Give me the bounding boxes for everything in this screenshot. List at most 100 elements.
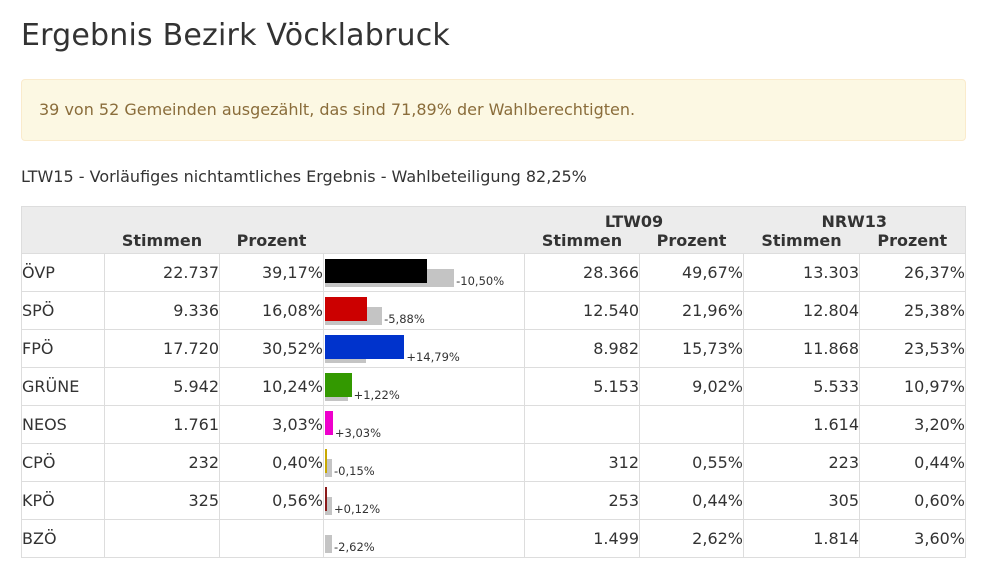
header-stimmen: Stimmen [104,231,220,254]
percent-cell: 30,52% [219,329,324,368]
ltw09-percent-cell: 21,96% [639,291,744,330]
party-name: BZÖ [21,519,105,558]
change-label: -2,62% [334,540,375,554]
nrw13-votes-cell: 11.868 [743,329,860,368]
counting-status-alert: 39 von 52 Gemeinden ausgezählt, das sind… [21,79,966,141]
change-label: +0,12% [334,502,381,516]
ltw09-votes-cell: 312 [524,443,640,482]
table-row: ÖVP 22.737 39,17% -10,50% 28.366 49,67% 13.303… [21,253,966,292]
table-body: ÖVP 22.737 39,17% -10,50% 28.366 49,67% 13.303… [21,253,966,558]
header-party [21,231,105,254]
header-prozent: Prozent [219,231,324,254]
bar-chart-cell: -10,50% [323,253,525,292]
bar-chart-cell: +1,22% [323,367,525,406]
current-result-bar [325,411,333,435]
bar-chart-cell: +3,03% [323,405,525,444]
change-label: +14,79% [406,350,460,364]
party-name: FPÖ [21,329,105,368]
ltw09-votes-cell: 253 [524,481,640,520]
header-ltw09: LTW09 [524,206,744,231]
ltw09-percent-cell: 15,73% [639,329,744,368]
ltw09-percent-cell [639,405,744,444]
ltw09-votes-cell [524,405,640,444]
current-result-bar [325,259,427,283]
nrw13-percent-cell: 23,53% [859,329,966,368]
ltw09-percent-cell: 49,67% [639,253,744,292]
votes-cell: 5.942 [104,367,220,406]
previous-result-bar [325,459,332,477]
nrw13-percent-cell: 3,60% [859,519,966,558]
votes-cell: 232 [104,443,220,482]
current-result-bar [325,487,327,511]
current-result-bar [325,373,352,397]
table-row: KPÖ 325 0,56% +0,12% 253 0,44% 305 0,60% [21,481,966,520]
nrw13-percent-cell: 0,60% [859,481,966,520]
previous-result-bar [325,497,332,515]
ltw09-percent-cell: 9,02% [639,367,744,406]
change-label: +1,22% [353,388,400,402]
nrw13-votes-cell: 5.533 [743,367,860,406]
nrw13-votes-cell: 305 [743,481,860,520]
table-row: GRÜNE 5.942 10,24% +1,22% 5.153 9,02% 5.533 10,… [21,367,966,406]
ltw09-percent-cell: 0,55% [639,443,744,482]
ltw09-votes-cell: 12.540 [524,291,640,330]
percent-cell: 16,08% [219,291,324,330]
nrw13-votes-cell: 1.814 [743,519,860,558]
current-result-bar [325,297,367,321]
table-row: BZÖ -2,62% 1.499 2,62% 1.814 3,60% [21,519,966,558]
bar-chart-cell: -2,62% [323,519,525,558]
votes-cell: 22.737 [104,253,220,292]
header-nrw13-prozent: Prozent [859,231,966,254]
party-name: ÖVP [21,253,105,292]
party-name: CPÖ [21,443,105,482]
ltw09-votes-cell: 1.499 [524,519,640,558]
party-name: NEOS [21,405,105,444]
percent-cell [219,519,324,558]
current-result-bar [325,449,327,473]
percent-cell: 39,17% [219,253,324,292]
nrw13-percent-cell: 10,97% [859,367,966,406]
table-header: LTW09 NRW13 Stimmen Prozent Stimmen Proz… [21,206,966,254]
header-ltw09-stimmen: Stimmen [524,231,640,254]
nrw13-percent-cell: 0,44% [859,443,966,482]
nrw13-percent-cell: 26,37% [859,253,966,292]
previous-result-bar [325,535,332,553]
ltw09-percent-cell: 0,44% [639,481,744,520]
change-label: -0,15% [334,464,375,478]
ltw09-votes-cell: 8.982 [524,329,640,368]
votes-cell: 17.720 [104,329,220,368]
nrw13-votes-cell: 13.303 [743,253,860,292]
votes-cell: 325 [104,481,220,520]
votes-cell [104,519,220,558]
current-result-bar [325,335,405,359]
percent-cell: 0,40% [219,443,324,482]
nrw13-percent-cell: 3,20% [859,405,966,444]
percent-cell: 10,24% [219,367,324,406]
header-blank [323,206,525,231]
bar-chart-cell: -5,88% [323,291,525,330]
party-name: GRÜNE [21,367,105,406]
party-name: KPÖ [21,481,105,520]
ltw09-votes-cell: 5.153 [524,367,640,406]
results-table: LTW09 NRW13 Stimmen Prozent Stimmen Proz… [21,206,966,558]
percent-cell: 3,03% [219,405,324,444]
votes-cell: 9.336 [104,291,220,330]
header-blank [219,206,324,231]
header-blank [21,206,105,231]
percent-cell: 0,56% [219,481,324,520]
table-row: SPÖ 9.336 16,08% -5,88% 12.540 21,96% 12.804 25… [21,291,966,330]
change-label: +3,03% [334,426,382,440]
change-label: -5,88% [384,312,425,326]
table-row: CPÖ 232 0,40% -0,15% 312 0,55% 223 0,44% [21,443,966,482]
nrw13-votes-cell: 12.804 [743,291,860,330]
bar-chart-cell: +0,12% [323,481,525,520]
bar-chart-cell: +14,79% [323,329,525,368]
page-title: Ergebnis Bezirk Vöcklabruck [21,18,450,53]
header-blank [104,206,220,231]
nrw13-percent-cell: 25,38% [859,291,966,330]
ltw09-percent-cell: 2,62% [639,519,744,558]
table-row: FPÖ 17.720 30,52% +14,79% 8.982 15,73% 11.868 2… [21,329,966,368]
header-nrw13: NRW13 [743,206,966,231]
header-chart [323,231,525,254]
